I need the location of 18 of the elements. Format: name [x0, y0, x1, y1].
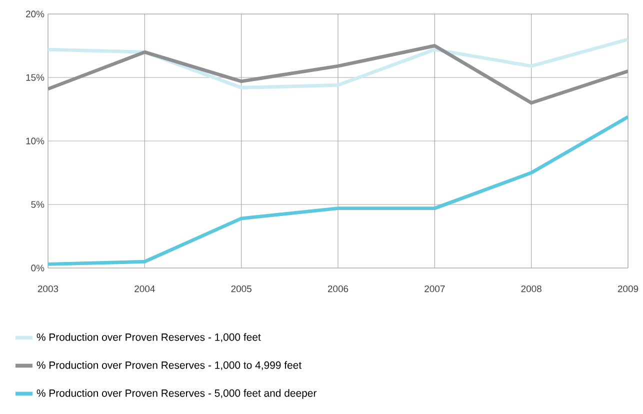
x-tick-label: 2009 [618, 285, 638, 292]
line-series [48, 44, 628, 105]
x-tick-label: 2005 [231, 285, 252, 292]
y-tick-label: 0% [31, 264, 44, 272]
line-series [48, 115, 628, 266]
legend-label: % Production over Proven Reserves - 1,000 to 4,999 feet [36, 361, 302, 370]
y-tick-label: 5% [31, 201, 44, 208]
x-tick-label: 2004 [134, 285, 155, 292]
x-tick-label: 2006 [328, 285, 348, 292]
legend-label: % Production over Proven Reserves - 5,000 feet and deeper [36, 389, 317, 399]
y-tick-label: 15% [26, 74, 44, 81]
y-tick-label: 10% [26, 138, 44, 144]
x-tick-label: 2007 [424, 285, 445, 292]
y-tick-label: 20% [26, 10, 44, 18]
x-tick-label: 2008 [521, 285, 542, 292]
line-series [48, 38, 628, 90]
x-tick-label: 2003 [38, 285, 58, 292]
legend-label: % Production over Proven Reserves - 1,000 feet [36, 333, 261, 342]
